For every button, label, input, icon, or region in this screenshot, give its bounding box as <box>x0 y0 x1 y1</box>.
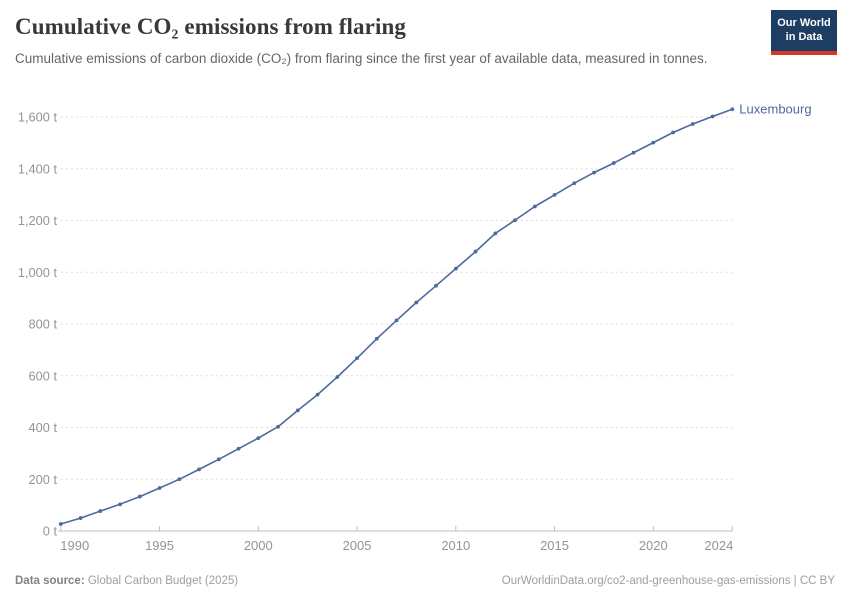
data-point-marker <box>631 150 636 155</box>
page-title: Cumulative CO₂ emissions from flaring <box>15 14 406 39</box>
owid-logo-line2: in Data <box>785 30 823 43</box>
y-tick-label: 1,200 t <box>18 213 58 228</box>
x-tick-label: 2024 <box>704 538 733 553</box>
x-tick-label: 2000 <box>244 538 273 553</box>
x-tick-label: 1995 <box>145 538 174 553</box>
data-point-marker <box>177 477 182 482</box>
y-tick-label: 1,600 t <box>18 110 58 125</box>
data-point-marker <box>315 392 320 397</box>
data-point-marker <box>78 516 83 520</box>
data-source-label: Data source: <box>15 575 85 587</box>
data-point-marker <box>335 375 340 379</box>
y-tick-label: 1,000 t <box>18 265 58 280</box>
owid-logo-text: Our World in Data <box>771 10 837 51</box>
data-source-value: Global Carbon Budget (2025) <box>84 575 239 587</box>
owid-logo-line1: Our World <box>777 17 831 29</box>
data-point-marker <box>730 107 735 112</box>
x-tick-label: 2005 <box>343 538 372 553</box>
data-point-marker <box>453 266 458 271</box>
data-point-marker <box>197 467 201 472</box>
data-point-marker <box>493 231 498 236</box>
data-point-marker <box>276 424 280 429</box>
data-point-marker <box>216 457 221 462</box>
x-tick-label: 2010 <box>441 538 470 553</box>
data-point-marker <box>690 122 695 126</box>
owid-logo[interactable]: Our World in Data <box>771 10 837 55</box>
data-point-marker <box>513 218 517 223</box>
data-point-marker <box>611 161 616 165</box>
data-point-marker <box>473 249 478 254</box>
data-point-marker <box>572 181 577 186</box>
data-point-marker <box>374 336 379 341</box>
data-point-marker <box>236 446 241 451</box>
data-point-marker <box>532 204 537 209</box>
data-point-marker <box>98 509 103 513</box>
data-point-marker <box>671 130 675 135</box>
data-point-marker <box>552 192 557 197</box>
data-source-text: Data source: Global Carbon Budget (2025) <box>15 575 238 587</box>
data-point-marker <box>157 486 162 490</box>
chart-footer: Data source: Global Carbon Budget (2025)… <box>15 575 835 587</box>
y-tick-label: 0 t <box>43 524 58 539</box>
data-point-marker <box>414 300 419 305</box>
x-tick-label: 1990 <box>60 538 89 553</box>
y-tick-label: 200 t <box>29 472 58 487</box>
data-point-marker <box>256 436 261 441</box>
data-point-marker <box>710 114 715 119</box>
data-point-marker <box>137 494 142 499</box>
series-line <box>60 108 734 525</box>
data-point-marker <box>355 356 359 361</box>
y-tick-label: 400 t <box>29 420 58 435</box>
data-point-marker <box>651 140 656 145</box>
y-tick-label: 1,400 t <box>18 161 58 176</box>
y-tick-label: 800 t <box>29 317 58 332</box>
data-point-marker <box>58 522 63 526</box>
data-point-marker <box>118 502 122 507</box>
data-point-marker <box>592 170 596 175</box>
x-tick-label: 2020 <box>639 538 668 553</box>
page-subtitle: Cumulative emissions of carbon dioxide (… <box>15 51 708 66</box>
license-text: OurWorldinData.org/co2-and-greenhouse-ga… <box>501 575 835 587</box>
y-tick-label: 600 t <box>29 368 58 383</box>
x-tick-label: 2015 <box>540 538 569 553</box>
data-point-marker <box>295 408 300 413</box>
series-entity-label: Luxembourg <box>739 102 811 117</box>
data-point-marker <box>434 283 438 288</box>
data-point-marker <box>394 318 399 323</box>
chart-header: Cumulative CO₂ emissions from flaring Cu… <box>15 14 760 69</box>
